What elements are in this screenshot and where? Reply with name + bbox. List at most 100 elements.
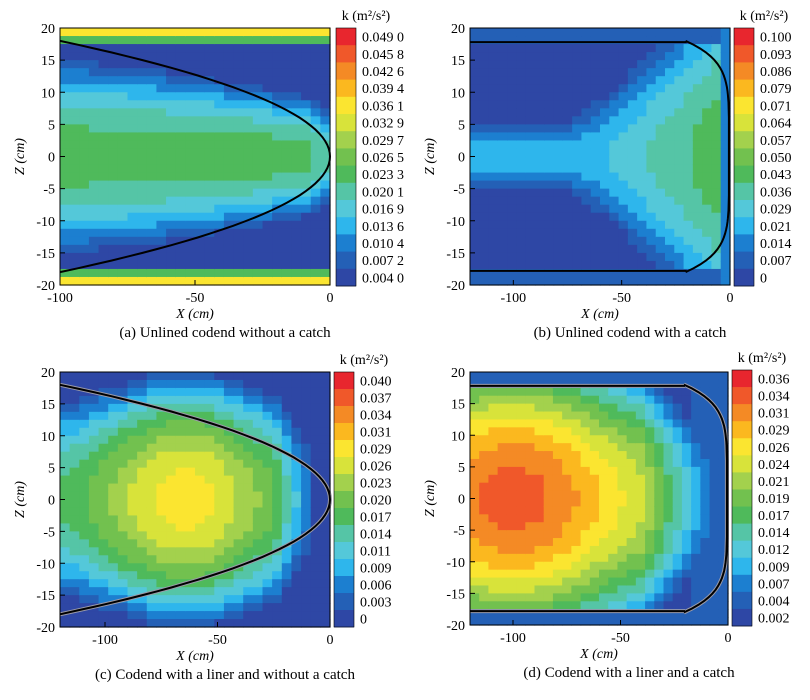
field-cell — [175, 52, 186, 61]
field-cell — [214, 124, 225, 134]
field-cell — [637, 204, 648, 214]
field-cell — [108, 268, 119, 278]
field-cell — [223, 379, 235, 389]
field-cell — [175, 555, 186, 564]
field-cell — [320, 571, 331, 580]
field-cell — [635, 514, 646, 523]
field-cell — [479, 451, 490, 460]
field-cell — [571, 482, 582, 492]
field-cell — [709, 498, 720, 508]
field-cell — [233, 44, 244, 53]
field-cell — [600, 268, 610, 278]
field-cell — [553, 84, 564, 93]
field-cell — [681, 498, 692, 508]
field-cell — [137, 539, 148, 548]
field-cell — [544, 36, 555, 45]
field-cell — [479, 140, 490, 150]
field-cell — [281, 124, 293, 134]
field-cell — [98, 579, 109, 588]
field-cell — [320, 252, 331, 262]
field-cell — [581, 84, 592, 93]
field-cell — [599, 506, 609, 515]
field-cell — [654, 435, 665, 444]
field-cell — [470, 276, 480, 286]
field-cell — [243, 76, 254, 85]
field-cell — [718, 585, 729, 594]
field-cell — [572, 124, 583, 134]
field-cell — [262, 60, 273, 69]
field-cell — [281, 252, 293, 262]
y-tick-label: -20 — [446, 619, 465, 634]
field-cell — [544, 44, 555, 53]
field-cell — [166, 395, 177, 405]
field-cell — [233, 579, 244, 588]
field-cell — [479, 538, 490, 547]
field-cell — [262, 68, 273, 77]
field-cell — [700, 419, 711, 428]
field-cell — [580, 498, 591, 508]
field-cell — [272, 499, 283, 509]
field-cell — [626, 577, 637, 587]
field-cell — [291, 84, 302, 93]
field-cell — [69, 507, 80, 517]
field-cell — [98, 491, 109, 501]
field-cell — [683, 252, 694, 262]
field-cell — [214, 491, 225, 501]
field-cell — [195, 36, 206, 45]
field-cell — [108, 156, 119, 166]
field-cell — [617, 403, 628, 413]
field-cell — [637, 212, 648, 222]
field-cell — [185, 28, 196, 37]
field-cell — [535, 260, 545, 270]
field-cell — [516, 236, 527, 246]
field-cell — [146, 411, 158, 421]
field-cell — [655, 140, 666, 150]
field-cell — [98, 372, 109, 381]
field-cell — [98, 204, 109, 214]
field-cell — [691, 506, 701, 515]
field-cell — [562, 236, 573, 246]
field-cell — [655, 52, 666, 61]
field-cell — [617, 530, 628, 539]
field-cell — [618, 108, 629, 117]
field-cell — [589, 419, 600, 428]
field-cell — [320, 44, 331, 53]
field-cell — [156, 52, 167, 61]
field-cell — [637, 164, 648, 174]
field-cell — [272, 92, 283, 101]
field-cell — [534, 443, 545, 452]
field-cell — [581, 252, 592, 262]
field-cell — [301, 204, 312, 214]
field-cell — [108, 236, 119, 246]
field-cell — [146, 451, 158, 461]
field-cell — [117, 459, 129, 469]
field-cell — [69, 523, 80, 532]
field-cell — [60, 523, 71, 532]
field-cell — [310, 236, 321, 246]
field-cell — [516, 482, 526, 492]
field-cell — [663, 395, 674, 405]
field-cell — [720, 156, 731, 166]
field-cell — [166, 84, 177, 93]
field-cell — [166, 252, 177, 262]
colorbar-label: 0.013 6 — [362, 220, 404, 235]
field-cell — [506, 545, 517, 555]
field-cell — [281, 60, 293, 69]
colorbar-label: 0.031 — [360, 426, 392, 441]
field-cell — [709, 411, 720, 421]
field-cell — [320, 467, 331, 477]
field-cell — [301, 28, 312, 37]
field-cell — [711, 92, 722, 101]
colorbar-swatch — [734, 200, 754, 218]
field-cell — [185, 116, 196, 125]
field-cell — [672, 545, 683, 555]
field-cell — [497, 482, 508, 492]
field-cell — [281, 443, 293, 453]
field-cell — [310, 44, 321, 53]
field-cell — [617, 609, 628, 618]
field-cell — [497, 108, 508, 117]
field-cell — [79, 571, 90, 580]
colorbar-swatch — [336, 182, 356, 201]
field-cell — [718, 506, 729, 515]
field-cell — [204, 220, 215, 230]
